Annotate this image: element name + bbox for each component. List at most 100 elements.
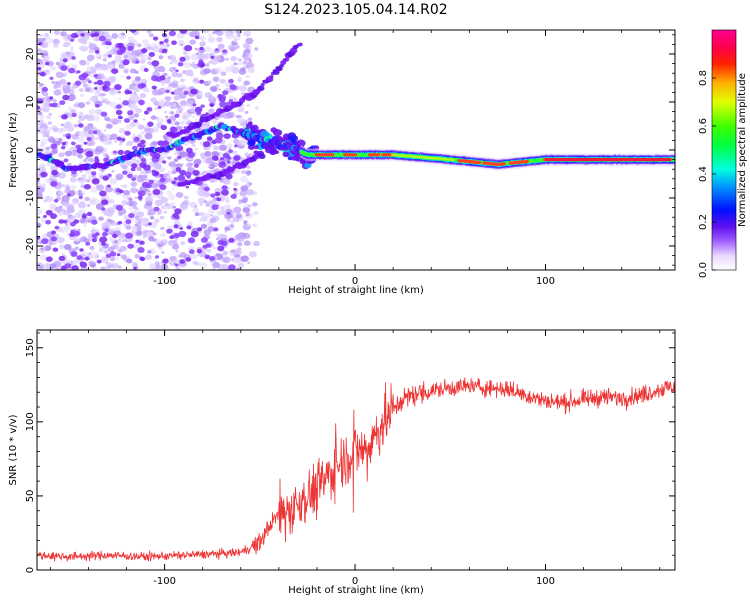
noise-speckle — [41, 101, 50, 108]
noise-speckle-dark — [161, 48, 168, 54]
noise-speckle — [100, 137, 104, 141]
noise-speckle — [93, 95, 98, 99]
noise-speckle-dark — [173, 177, 178, 181]
noise-speckle — [111, 34, 118, 39]
noise-speckle — [204, 92, 213, 99]
noise-speckle — [228, 214, 234, 219]
noise-speckle-dark — [86, 136, 92, 141]
noise-speckle — [183, 195, 189, 200]
noise-speckle — [244, 48, 251, 54]
noise-speckle — [60, 31, 67, 37]
noise-speckle — [88, 48, 95, 54]
noise-speckle-dark — [122, 59, 130, 65]
noise-speckle — [247, 67, 255, 74]
noise-speckle — [37, 58, 41, 64]
colorbar-gradient — [711, 29, 737, 271]
noise-speckle-dark — [151, 85, 157, 90]
noise-speckle-dark — [76, 147, 84, 154]
noise-speckle — [97, 75, 103, 80]
noise-speckle — [140, 221, 146, 227]
noise-speckle — [125, 143, 129, 146]
noise-speckle-dark — [174, 215, 180, 220]
noise-speckle — [136, 166, 142, 171]
noise-speckle-dark — [62, 58, 68, 63]
noise-speckle — [114, 140, 118, 143]
noise-speckle — [194, 147, 198, 151]
noise-speckle — [242, 196, 249, 201]
noise-speckle-dark — [103, 157, 109, 163]
noise-speckle — [90, 66, 97, 72]
noise-speckle-dark — [179, 169, 187, 176]
noise-speckle-dark — [194, 35, 200, 40]
noise-speckle — [134, 215, 140, 220]
noise-speckle — [199, 41, 206, 47]
noise-speckle-dark — [37, 66, 42, 71]
noise-speckle — [109, 178, 118, 185]
noise-speckle-dark — [160, 124, 167, 131]
noise-speckle — [117, 90, 121, 94]
noise-speckle — [252, 223, 257, 228]
noise-speckle — [39, 83, 44, 87]
noise-speckle-dark — [144, 110, 149, 115]
noise-speckle — [69, 94, 77, 101]
y-tick-label: 0 — [25, 147, 36, 153]
noise-speckle-dark — [83, 141, 88, 145]
noise-speckle — [63, 41, 70, 48]
noise-speckle-dark — [53, 198, 59, 203]
noise-speckle — [41, 233, 48, 239]
noise-speckle — [94, 257, 98, 260]
noise-speckle-dark — [141, 48, 148, 54]
signal-lower-branch — [230, 167, 236, 171]
noise-speckle-dark — [101, 242, 106, 246]
noise-speckle-dark — [125, 232, 133, 239]
noise-speckle-dark — [162, 258, 169, 264]
noise-speckle — [182, 86, 186, 90]
noise-speckle — [236, 267, 241, 270]
noise-speckle-dark — [128, 90, 133, 95]
noise-speckle — [133, 121, 141, 127]
noise-speckle-dark — [50, 143, 58, 149]
noise-speckle-dark — [127, 243, 134, 249]
noise-speckle-dark — [192, 169, 200, 176]
noise-speckle — [224, 226, 230, 231]
noise-speckle — [88, 130, 94, 135]
noise-speckle — [142, 118, 146, 121]
noise-speckle — [244, 152, 250, 157]
noise-speckle — [79, 218, 85, 224]
noise-speckle-dark — [107, 173, 112, 177]
noise-speckle — [70, 184, 77, 190]
noise-speckle-dark — [38, 42, 43, 46]
noise-speckle — [198, 211, 205, 216]
noise-speckle — [160, 241, 167, 247]
y-tick-label: -20 — [25, 238, 36, 254]
noise-speckle — [175, 249, 179, 253]
noise-speckle — [102, 53, 108, 58]
noise-speckle — [90, 74, 94, 78]
noise-speckle-dark — [162, 160, 167, 164]
noise-speckle — [137, 43, 142, 48]
noise-speckle — [105, 45, 110, 49]
noise-speckle — [183, 51, 188, 55]
noise-speckle — [205, 63, 210, 67]
x-tick-label: -100 — [153, 276, 176, 287]
noise-speckle — [134, 254, 140, 259]
noise-speckle — [101, 97, 105, 101]
noise-speckle-dark — [133, 119, 138, 123]
noise-speckle — [52, 38, 60, 45]
noise-speckle-dark — [93, 81, 98, 85]
noise-speckle-dark — [121, 138, 126, 142]
noise-speckle-dark — [137, 190, 146, 197]
noise-speckle-dark — [187, 151, 195, 158]
signal-upper-branch — [298, 42, 303, 47]
y-tick-label: 20 — [25, 48, 36, 61]
signal-band-peak — [666, 158, 672, 162]
noise-speckle — [37, 180, 41, 185]
noise-speckle — [73, 103, 80, 108]
noise-speckle — [166, 190, 173, 195]
noise-speckle — [253, 210, 259, 216]
noise-speckle — [246, 103, 251, 108]
noise-speckle — [116, 246, 125, 254]
noise-speckle — [149, 33, 154, 38]
noise-speckle — [246, 170, 252, 175]
